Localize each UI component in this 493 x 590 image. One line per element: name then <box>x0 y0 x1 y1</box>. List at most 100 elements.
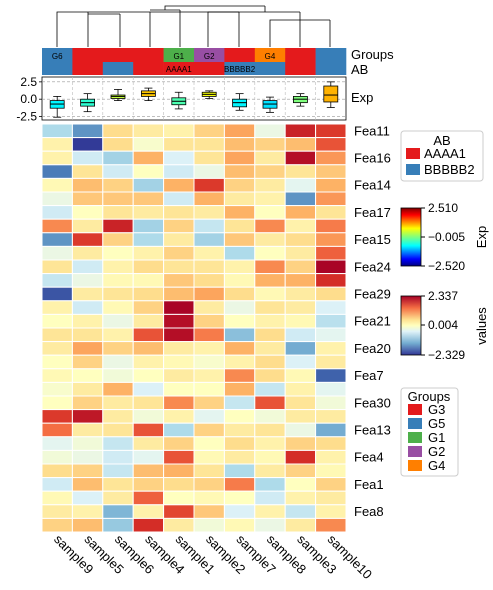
heatmap-cell <box>254 422 286 438</box>
ab-cell-label: AAAA1 <box>166 65 192 74</box>
values-colorbar: 2.337 0.004 −2.329 values <box>400 289 489 362</box>
row-label: Fea4 <box>354 450 384 465</box>
heatmap-cell <box>102 504 134 519</box>
heatmap-cell <box>102 286 134 302</box>
heatmap-cell <box>41 123 73 139</box>
heatmap-cell <box>71 381 104 397</box>
ab-cell <box>194 62 225 75</box>
heatmap-cell <box>132 463 165 479</box>
heatmap-cell <box>41 449 73 465</box>
groups-legend-label: G1 <box>428 430 445 445</box>
heatmap-cell <box>132 191 165 207</box>
groups-cell <box>163 48 195 62</box>
heatmap-cell <box>132 381 165 397</box>
groups-legend-swatch <box>408 446 422 457</box>
heatmap-cell <box>41 409 73 424</box>
heatmap-cell <box>163 368 195 383</box>
heatmap-cell <box>102 341 134 356</box>
heatmap-cell <box>254 354 286 370</box>
heatmap-cell <box>193 368 225 383</box>
heatmap-cell <box>71 205 104 220</box>
values-colorbar-gradient <box>400 295 422 356</box>
heatmap-cell <box>315 463 347 479</box>
heatmap-cell <box>315 164 347 179</box>
heatmap-cell <box>71 477 104 492</box>
heatmap-cell <box>163 341 195 356</box>
heatmap-cell <box>223 313 256 329</box>
heatmap-cell <box>315 354 347 370</box>
heatmap-cell <box>163 205 195 220</box>
heatmap-cell <box>132 354 165 370</box>
heatmap-cell <box>163 137 195 152</box>
heatmap-cell <box>223 517 256 533</box>
heatmap-cell <box>71 123 104 139</box>
heatmap-cell <box>163 273 195 288</box>
exp-ytick-label: 0.0 <box>20 92 37 106</box>
heatmap-cell <box>254 368 286 383</box>
groups-legend-label: G4 <box>428 458 445 473</box>
heatmap-cell <box>132 490 165 506</box>
heatmap-cell <box>193 409 225 424</box>
heatmap-cell <box>315 368 347 383</box>
heatmap-cell <box>223 150 256 166</box>
exp-colorbar-title: Exp <box>474 226 489 248</box>
heatmap-cell <box>41 259 73 275</box>
heatmap-cell <box>193 164 225 179</box>
heatmap-cell <box>163 490 195 506</box>
heatmap-cell <box>41 327 73 343</box>
ab-legend-label: BBBBB2 <box>424 162 475 177</box>
heatmap-cell <box>102 381 134 397</box>
heatmap-cell <box>223 381 256 397</box>
row-label: Fea17 <box>354 205 391 220</box>
heatmap-cell <box>132 205 165 220</box>
heatmap-cell <box>41 341 73 356</box>
exp-box <box>323 85 339 103</box>
heatmap-cell <box>193 313 225 329</box>
row-label: Fea29 <box>354 287 391 302</box>
groups-cell <box>194 48 225 62</box>
exp-colorbar-max: 2.510 <box>428 201 458 215</box>
heatmap-cell <box>71 273 104 288</box>
values-colorbar-max: 2.337 <box>428 289 458 303</box>
heatmap-cell <box>284 477 317 492</box>
heatmap-cell <box>315 177 347 193</box>
heatmap-cell <box>315 137 347 152</box>
heatmap-cell <box>71 191 104 207</box>
heatmap-cell <box>254 218 286 234</box>
exp-track-label: Exp <box>351 90 373 105</box>
heatmap-cell <box>315 504 347 519</box>
heatmap-cell <box>41 504 73 519</box>
heatmap-cell <box>254 205 286 220</box>
heatmap-cell <box>41 395 73 411</box>
row-label: Fea11 <box>354 123 390 138</box>
heatmap-cell <box>41 517 73 533</box>
heatmap-cell <box>284 381 317 397</box>
heatmap-cell <box>223 422 256 438</box>
heatmap-cell <box>284 409 317 424</box>
heatmap-cell <box>193 300 225 315</box>
heatmap-cell <box>254 245 286 261</box>
heatmap-cell <box>71 137 104 152</box>
heatmap-cell <box>132 259 165 275</box>
row-label: Fea16 <box>354 151 391 166</box>
heatmap-cell <box>163 313 195 329</box>
ab-cell <box>254 62 286 75</box>
exp-colorbar-min: −2.520 <box>428 259 465 273</box>
groups-cell <box>315 48 347 62</box>
heatmap-cell <box>315 259 347 275</box>
heatmap-cell <box>284 463 317 479</box>
heatmap-cell <box>193 177 225 193</box>
heatmap-cell <box>254 259 286 275</box>
ab-cell <box>133 62 164 75</box>
heatmap-cell <box>132 137 165 152</box>
heatmap-cell <box>163 409 195 424</box>
heatmap-cell <box>41 191 73 207</box>
heatmap-cell <box>223 191 256 207</box>
heatmap-cell <box>102 218 134 234</box>
heatmap-cell <box>132 477 165 492</box>
groups-legend-label: G2 <box>428 444 445 459</box>
heatmap-cell <box>41 150 73 166</box>
heatmap-cell <box>284 354 317 370</box>
